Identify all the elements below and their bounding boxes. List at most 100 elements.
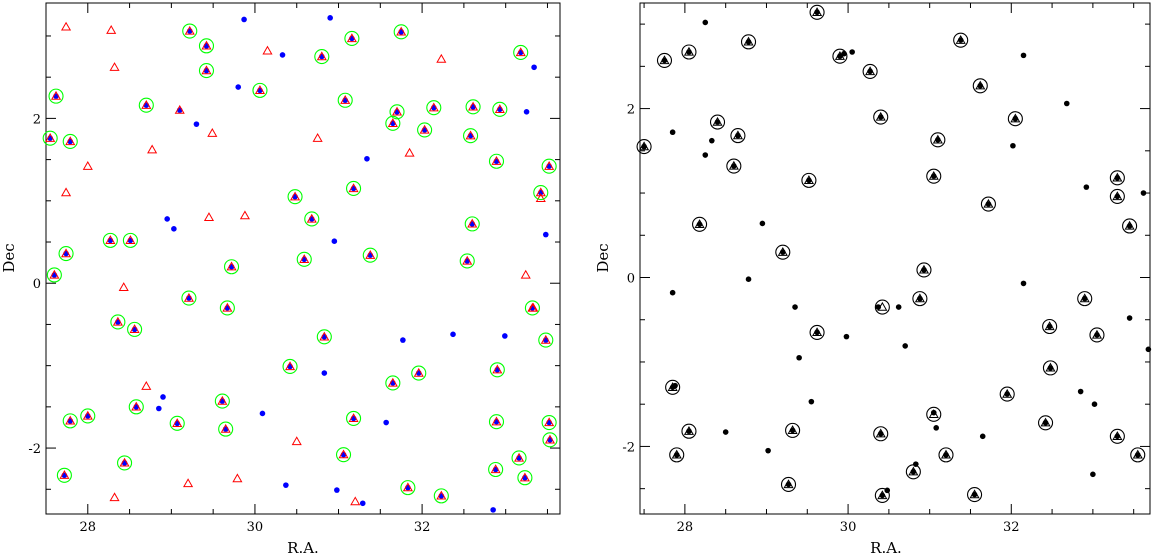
right-source-point [702, 19, 709, 26]
left-source-point [359, 500, 366, 507]
right-matched-circle [785, 422, 801, 438]
right-triangle-point [877, 301, 888, 311]
right-triangle-point [694, 219, 705, 228]
left-matched-circle [385, 375, 401, 391]
right-source-point [745, 276, 752, 282]
left-triangle-point [184, 25, 195, 35]
left-triangle-point [404, 147, 415, 157]
right-matched-circle [916, 262, 932, 278]
left-panel: 28 30 32 -2 0 2 R.A. Dec [0, 2, 561, 557]
right-triangle-point [865, 66, 876, 76]
left-x-tick-label: 32 [414, 520, 431, 535]
left-matched-circle [337, 92, 353, 108]
left-matched-circle [304, 211, 320, 227]
left-source-point [279, 52, 286, 58]
left-matched-circle [465, 99, 481, 115]
right-triangle-point [783, 479, 794, 489]
right-triangle-point [875, 111, 886, 121]
right-matched-circle [953, 32, 969, 48]
left-source-point [383, 419, 389, 426]
right-matched-circle [905, 464, 921, 480]
left-triangle-point [535, 187, 546, 197]
right-y-tick-label: -2 [622, 440, 635, 455]
left-source-point [160, 394, 166, 400]
right-triangle-point [1010, 113, 1021, 123]
left-triangle-point [520, 269, 531, 279]
left-triangle-point [217, 395, 228, 405]
right-source-point [1077, 388, 1084, 395]
right-source-point [702, 152, 709, 158]
left-matched-circle [488, 461, 504, 478]
left-source-point [235, 84, 242, 90]
left-triangle-point [60, 21, 72, 31]
left-matched-circle [138, 97, 154, 113]
right-matched-circle [926, 168, 942, 184]
right-matched-circle [809, 4, 825, 20]
left-matched-circle [488, 414, 505, 430]
right-matched-circle [938, 447, 954, 463]
right-triangle-point [928, 409, 939, 418]
left-triangle-point [60, 187, 72, 197]
left-triangle-point [436, 53, 447, 63]
left-triangle-point [141, 99, 152, 109]
left-triangle-point [419, 124, 430, 134]
left-triangle-point [45, 132, 56, 142]
left-matched-circle [346, 180, 362, 196]
left-triangle-point [340, 95, 351, 104]
left-matched-circle [198, 63, 215, 79]
left-triangle-point [387, 377, 398, 387]
left-source-point [502, 333, 508, 339]
right-triangle-point [969, 489, 980, 499]
left-matched-circle [182, 23, 198, 39]
left-triangle-point [147, 144, 158, 154]
left-triangle-point [109, 492, 120, 502]
right-triangle-point [659, 55, 670, 65]
left-matched-circle [541, 158, 557, 174]
left-matched-circle [42, 130, 58, 146]
right-triangle-point [877, 490, 888, 500]
right-plot-marks [636, 4, 1152, 503]
left-matched-circle [463, 128, 479, 144]
left-matched-circle [296, 251, 312, 267]
left-matched-circle [533, 185, 549, 201]
left-matched-circle [102, 232, 118, 248]
right-source-point [709, 137, 715, 144]
right-matched-circle [999, 386, 1015, 402]
left-triangle-point [262, 45, 273, 55]
left-source-point [164, 216, 170, 222]
left-source-point [490, 507, 496, 513]
right-triangle-point [834, 51, 845, 60]
left-matched-circle [346, 410, 362, 426]
left-triangle-point [49, 269, 60, 279]
left-triangle-point [519, 472, 530, 482]
right-matched-circle [1042, 318, 1058, 335]
right-matched-circle [669, 447, 685, 463]
left-matched-circle [433, 488, 449, 504]
right-source-point [849, 49, 855, 55]
right-source-point [1020, 280, 1027, 287]
right-source-point [933, 425, 940, 431]
left-triangle-point [50, 90, 62, 100]
left-triangle-point [203, 212, 215, 221]
left-y-axis-label: Dec [0, 243, 18, 272]
right-matched-circle [1042, 360, 1058, 376]
left-triangle-point [535, 193, 546, 202]
left-triangle-point [540, 334, 551, 344]
left-matched-circle [287, 189, 303, 205]
right-matched-circle [1077, 291, 1093, 307]
left-triangle-point [118, 282, 129, 291]
left-matched-circle [344, 30, 360, 46]
right-y-tick-label: 0 [627, 272, 635, 287]
left-matched-circle [62, 133, 78, 150]
right-matched-circle [1122, 218, 1138, 234]
right-source-point [843, 333, 850, 340]
left-triangle-point [312, 132, 323, 142]
left-triangle-point [544, 160, 555, 170]
left-source-point [193, 121, 200, 127]
right-source-point [1063, 100, 1070, 107]
right-triangle-point [975, 80, 986, 90]
left-matched-circle [524, 300, 540, 316]
right-matched-circle [862, 63, 878, 79]
right-matched-circle [1109, 170, 1125, 186]
